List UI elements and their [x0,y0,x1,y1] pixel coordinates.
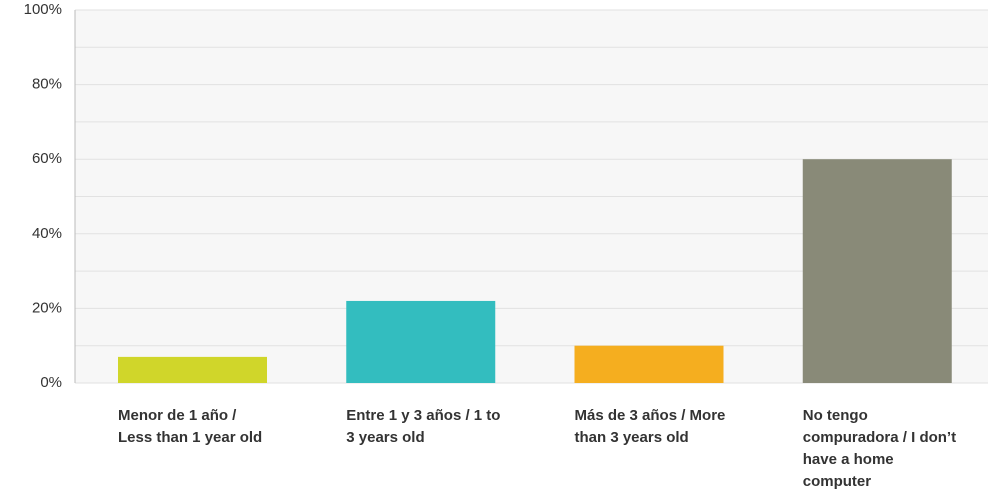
y-tick-label: 40% [32,225,62,242]
y-tick-label: 20% [32,299,62,316]
x-tick-label: No tengo compuradora / I don’t have a ho… [802,407,957,490]
x-tick-label: Entre 1 y 3 años / 1 to 3 years old [346,407,501,446]
y-tick-label: 0% [40,374,62,391]
y-tick-label: 100% [24,1,62,18]
y-tick-label: 80% [32,76,62,93]
y-tick-label: 60% [32,150,62,167]
bar [574,345,724,383]
x-tick-label: Menor de 1 año / Less than 1 year old [118,407,263,446]
bar [118,356,267,383]
x-tick-label: Más de 3 años / More than 3 years old [574,407,726,446]
bar [802,159,952,383]
bar [346,300,496,383]
